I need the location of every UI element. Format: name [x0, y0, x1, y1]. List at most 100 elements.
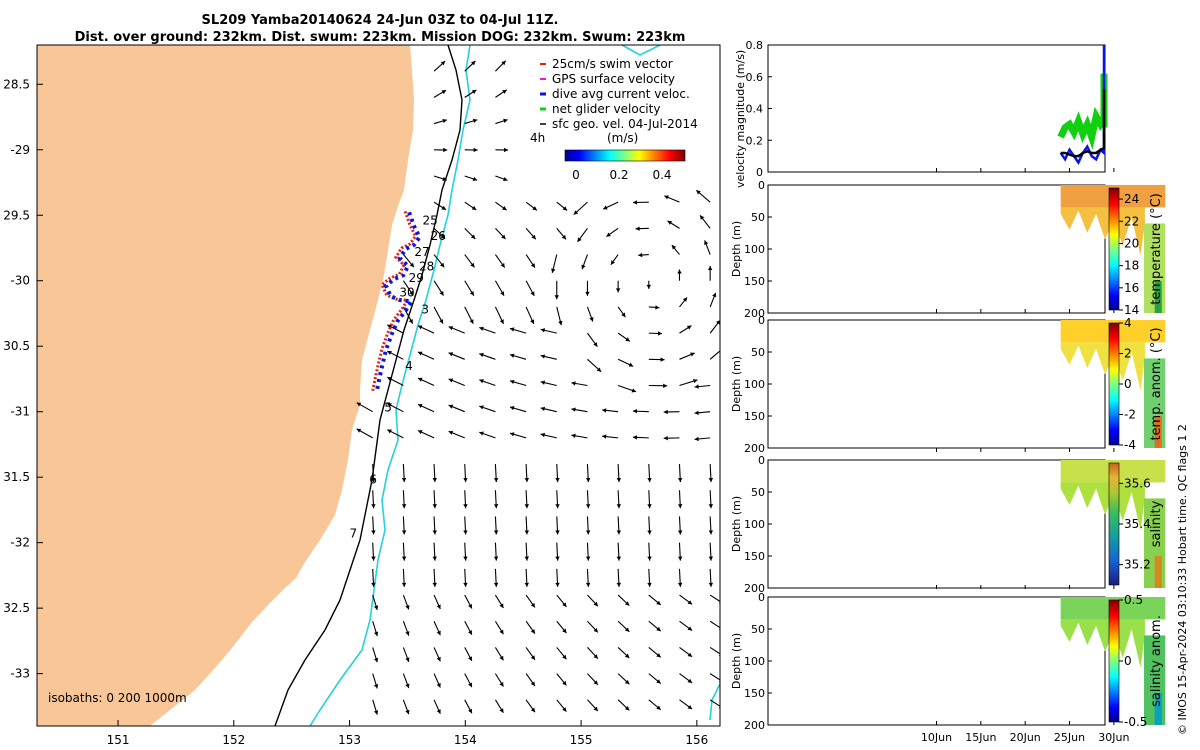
- geo-velocity-arrow-head: [509, 379, 515, 385]
- geo-velocity-arrow-head: [448, 404, 454, 409]
- geo-velocity-arrow-head: [655, 305, 660, 310]
- geo-velocity-arrow-head: [540, 354, 546, 359]
- geo-velocity-arrow-head: [593, 654, 598, 659]
- geo-velocity-arrow-head: [693, 378, 698, 384]
- colorbar-tick-label: 22: [1124, 214, 1139, 228]
- geo-velocity-arrow-head: [562, 206, 568, 211]
- map-colorbar: [564, 149, 686, 162]
- time-tick-label: 25Jun: [1054, 731, 1085, 744]
- geo-velocity-arrow-head: [387, 429, 392, 434]
- geo-velocity-arrow-head: [656, 679, 661, 684]
- section-panel-temp_anom: -4 -2 0 2 4 temp. anom. (°C) 0 50 100 150 200 Depth…: [730, 314, 1166, 455]
- geo-velocity-arrow-head: [664, 195, 669, 200]
- section-profile-layer: [1060, 342, 1145, 391]
- day-label: 25: [422, 213, 437, 227]
- geo-velocity-arrow-head: [472, 118, 478, 124]
- legend-item-swim: 25cm/s swim vector: [552, 57, 673, 71]
- depth-tick-label: 50: [751, 346, 765, 359]
- isobath-1000-east: [621, 45, 661, 56]
- isobaths-label: isobaths: 0 200 1000m: [48, 691, 187, 705]
- geo-velocity-arrow-head: [499, 682, 504, 687]
- geo-velocity-arrow-head: [593, 342, 598, 347]
- colorbar-tick-label: 20: [1124, 236, 1139, 250]
- geo-velocity-arrow-head: [562, 707, 567, 712]
- colorbar-tick-label: 4: [1124, 316, 1132, 330]
- geo-velocity-arrow-head: [479, 379, 484, 384]
- geo-velocity-arrow-head: [371, 582, 376, 587]
- geo-velocity-arrow-head: [470, 234, 476, 239]
- section-frame: [767, 459, 1106, 589]
- velocity-series: [1057, 45, 1108, 165]
- geo-velocity-arrow-head: [436, 683, 441, 688]
- velocity-axis-ticks: 0 0.2 0.4 0.6 0.8: [746, 39, 772, 179]
- section-profile-layer: [1060, 619, 1145, 668]
- geo-velocity-arrow-head: [616, 556, 622, 561]
- geo-velocity-arrow-head: [468, 603, 472, 609]
- geo-velocity-arrow-head: [501, 234, 506, 240]
- title-line-1: SL209 Yamba20140624 24-Jun 03Z to 04-Jul…: [201, 13, 559, 28]
- geo-velocity-arrow-head: [616, 582, 622, 587]
- geo-velocity-arrow-head: [696, 190, 701, 195]
- geo-velocity-arrow-head: [405, 604, 410, 610]
- geo-velocity-arrow-head: [690, 352, 695, 357]
- geo-velocity-arrow-head: [708, 556, 714, 561]
- geo-velocity-arrow-head: [656, 653, 661, 658]
- day-label: 5: [384, 401, 392, 415]
- depth-axis-label: Depth (m): [730, 356, 743, 412]
- geo-velocity-arrow-head: [469, 319, 474, 324]
- geo-velocity-arrow-head: [493, 504, 499, 509]
- map-colorbar-tick-2: 0.4: [652, 168, 671, 182]
- section-frame: [767, 319, 1106, 449]
- geo-velocity-arrow-head: [656, 705, 661, 710]
- depth-tick-label: 0: [758, 591, 765, 604]
- geo-velocity-arrow-head: [593, 628, 598, 633]
- geo-velocity-arrow-head: [500, 291, 505, 296]
- geo-velocity-arrow-head: [633, 200, 638, 205]
- geo-velocity-arrow-head: [551, 268, 556, 273]
- map-colorbar-label: (m/s): [607, 131, 638, 145]
- geo-velocity-arrow-head: [432, 504, 437, 509]
- map-ytick-label: -32: [10, 536, 30, 550]
- map-ytick-label: -30: [10, 274, 30, 288]
- geo-velocity-arrow-head: [530, 655, 535, 660]
- geo-velocity-arrow-head: [471, 205, 477, 210]
- velocity-ytick-label: 0.2: [746, 134, 764, 147]
- velocity-panel: 0 0.2 0.4 0.6 0.8 velocity magnitude (m/s): [734, 39, 1108, 188]
- geo-velocity-arrow-head: [638, 252, 643, 258]
- geo-velocity-arrow-head: [677, 556, 683, 561]
- geo-velocity-arrow-head: [577, 237, 582, 242]
- geo-velocity-arrow-head: [610, 260, 615, 265]
- depth-tick-label: 100: [744, 378, 765, 391]
- geo-velocity-arrow-head: [408, 319, 413, 324]
- geo-velocity-arrow-head: [387, 403, 392, 408]
- colorbar-tick-label: 0.5: [1124, 593, 1143, 607]
- geo-velocity-arrow-head: [439, 291, 444, 296]
- geo-velocity-arrow-head: [405, 657, 410, 662]
- geo-velocity-arrow-head: [509, 406, 515, 411]
- map-xtick-label: 153: [338, 733, 361, 747]
- geo-velocity-arrow-head: [671, 245, 677, 250]
- geo-velocity-arrow-head: [707, 266, 713, 271]
- geo-velocity-arrow-head: [530, 319, 535, 324]
- geo-velocity-arrow-head: [504, 147, 509, 153]
- geo-velocity-arrow-head: [596, 367, 602, 372]
- legend-item-geo: sfc geo. vel. 04-Jul-2014: [552, 117, 698, 131]
- depth-tick-label: 200: [744, 719, 765, 732]
- geo-velocity-arrow-head: [540, 380, 546, 385]
- geo-velocity-arrow-head: [677, 504, 683, 509]
- geo-velocity-arrow-head: [677, 530, 683, 535]
- geo-velocity-arrow-head: [439, 319, 444, 324]
- geo-velocity-arrow-head: [571, 381, 576, 386]
- geo-velocity-arrow-head: [571, 407, 576, 412]
- geo-velocity-arrow-head: [401, 530, 407, 535]
- geo-velocity-arrow-head: [667, 220, 673, 225]
- geo-velocity-arrow-head: [603, 205, 608, 210]
- geo-velocity-arrow-head: [470, 262, 475, 268]
- depth-tick-label: 200: [744, 307, 765, 320]
- geo-velocity-arrow-head: [440, 61, 446, 66]
- geo-velocity-arrow-head: [708, 477, 714, 483]
- geo-velocity-arrow-head: [463, 504, 468, 509]
- section-colorbar: [1108, 322, 1120, 446]
